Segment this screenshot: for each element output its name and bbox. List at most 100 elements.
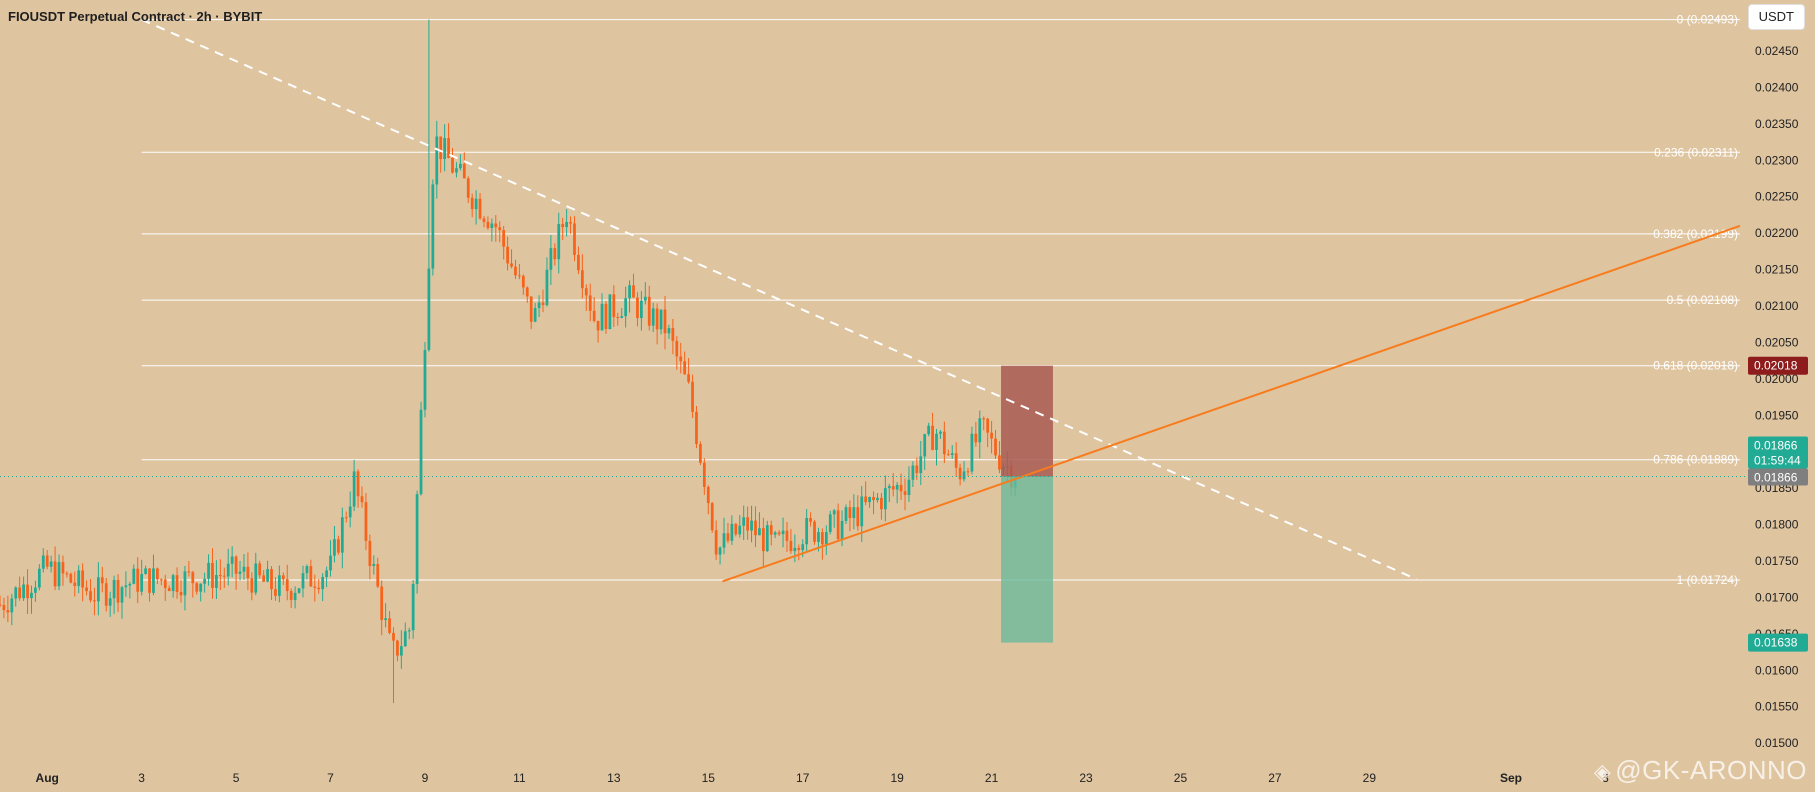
candle — [104, 578, 108, 612]
candle-body — [789, 540, 793, 552]
candle-body — [722, 533, 726, 548]
candle-body — [537, 302, 541, 309]
stop-loss-zone[interactable] — [1001, 365, 1053, 477]
watermark-text: @GK-ARONNO — [1615, 755, 1807, 785]
candle — [765, 520, 769, 553]
candle-body — [651, 308, 655, 326]
candle — [769, 520, 773, 546]
candle — [891, 473, 895, 497]
candle-body — [974, 433, 978, 443]
candle — [140, 559, 144, 596]
candle-body — [502, 230, 506, 247]
short-position-tool[interactable] — [1001, 365, 1053, 643]
candle — [6, 595, 10, 623]
candle-body — [175, 575, 179, 592]
candle — [545, 257, 549, 307]
candle — [407, 627, 411, 640]
candle-body — [132, 568, 136, 584]
candle — [337, 535, 340, 555]
candle — [85, 580, 88, 596]
candle-body — [226, 563, 230, 577]
candle-body — [203, 578, 206, 584]
candle — [714, 520, 718, 560]
candle-body — [333, 539, 336, 556]
candle-body — [624, 298, 628, 317]
take-profit-zone[interactable] — [1001, 476, 1053, 643]
candle — [199, 583, 203, 602]
candle — [675, 336, 679, 370]
candle — [250, 572, 254, 601]
candle — [73, 571, 77, 597]
trendlines[interactable] — [0, 18, 1755, 583]
candle-body — [966, 471, 970, 473]
candle-body — [883, 488, 887, 510]
candle-body — [903, 491, 907, 495]
candle — [876, 493, 879, 503]
price-axis[interactable]: 0.015000.015500.016000.016500.017000.017… — [1748, 8, 1808, 751]
candle — [600, 293, 604, 331]
candle-body — [207, 562, 210, 579]
candle-body — [553, 248, 557, 260]
candle-body — [573, 223, 576, 255]
fib-level-label: 1 (0.01724) — [1677, 573, 1738, 587]
candle — [946, 449, 950, 456]
candle-body — [234, 556, 238, 574]
candle-body — [919, 456, 923, 474]
candle — [596, 320, 600, 343]
candle-body — [470, 197, 474, 210]
candle — [758, 512, 761, 536]
time-tick-label: 11 — [513, 771, 526, 785]
candle-body — [396, 640, 399, 656]
candle — [950, 445, 954, 459]
time-axis[interactable]: Aug 3 5 7 9 11 13 15 17 19 21 23 25 27 29 Sep 3 — [36, 771, 1610, 785]
candle-body — [116, 579, 120, 603]
fibonacci-retracement[interactable]: 0 (0.02493) 0.236 (0.02311) 0.382 (0.02199… — [141, 13, 1740, 587]
candle — [998, 441, 1001, 474]
candle-body — [828, 514, 832, 532]
candle — [514, 259, 517, 279]
symbol-title: FIOUSDT Perpetual Contract · 2h · BYBIT — [8, 9, 263, 24]
candle-body — [360, 496, 364, 503]
candle-body — [596, 320, 600, 331]
candle — [691, 374, 694, 419]
candle-body — [128, 583, 132, 586]
candle — [887, 483, 891, 503]
candle-body — [340, 517, 344, 553]
target-price-badge-text: 0.01638 — [1754, 636, 1798, 650]
currency-button[interactable]: USDT — [1747, 4, 1805, 30]
candle — [549, 235, 553, 285]
candle — [907, 466, 911, 502]
candle-body — [309, 566, 313, 587]
candle — [321, 573, 325, 602]
candle-body — [356, 471, 360, 497]
descending-trendline[interactable] — [141, 18, 1417, 581]
candle — [372, 555, 376, 575]
ascending-trendline[interactable] — [722, 224, 1741, 583]
candle-body — [541, 302, 545, 306]
candle-body — [183, 571, 187, 596]
candle — [880, 492, 883, 520]
candle-body — [191, 572, 195, 584]
candle-body — [108, 598, 112, 606]
candle — [986, 417, 990, 448]
candle — [148, 568, 151, 602]
candle — [722, 517, 726, 555]
candle — [533, 302, 537, 323]
candle — [612, 285, 616, 327]
candle — [793, 534, 797, 563]
candle-body — [935, 433, 938, 450]
price-tick-label: 0.02350 — [1755, 117, 1799, 131]
candle-body — [439, 136, 443, 160]
price-tick-label: 0.01800 — [1755, 518, 1799, 532]
candle-body — [773, 532, 777, 535]
fib-level-label: 0.786 (0.01889) — [1653, 453, 1738, 467]
candle-body — [872, 497, 875, 501]
candle — [498, 221, 502, 243]
candle-body — [569, 222, 572, 224]
candle-body — [506, 246, 509, 264]
candle — [289, 588, 293, 608]
candle — [175, 567, 179, 599]
candle-body — [793, 547, 797, 552]
